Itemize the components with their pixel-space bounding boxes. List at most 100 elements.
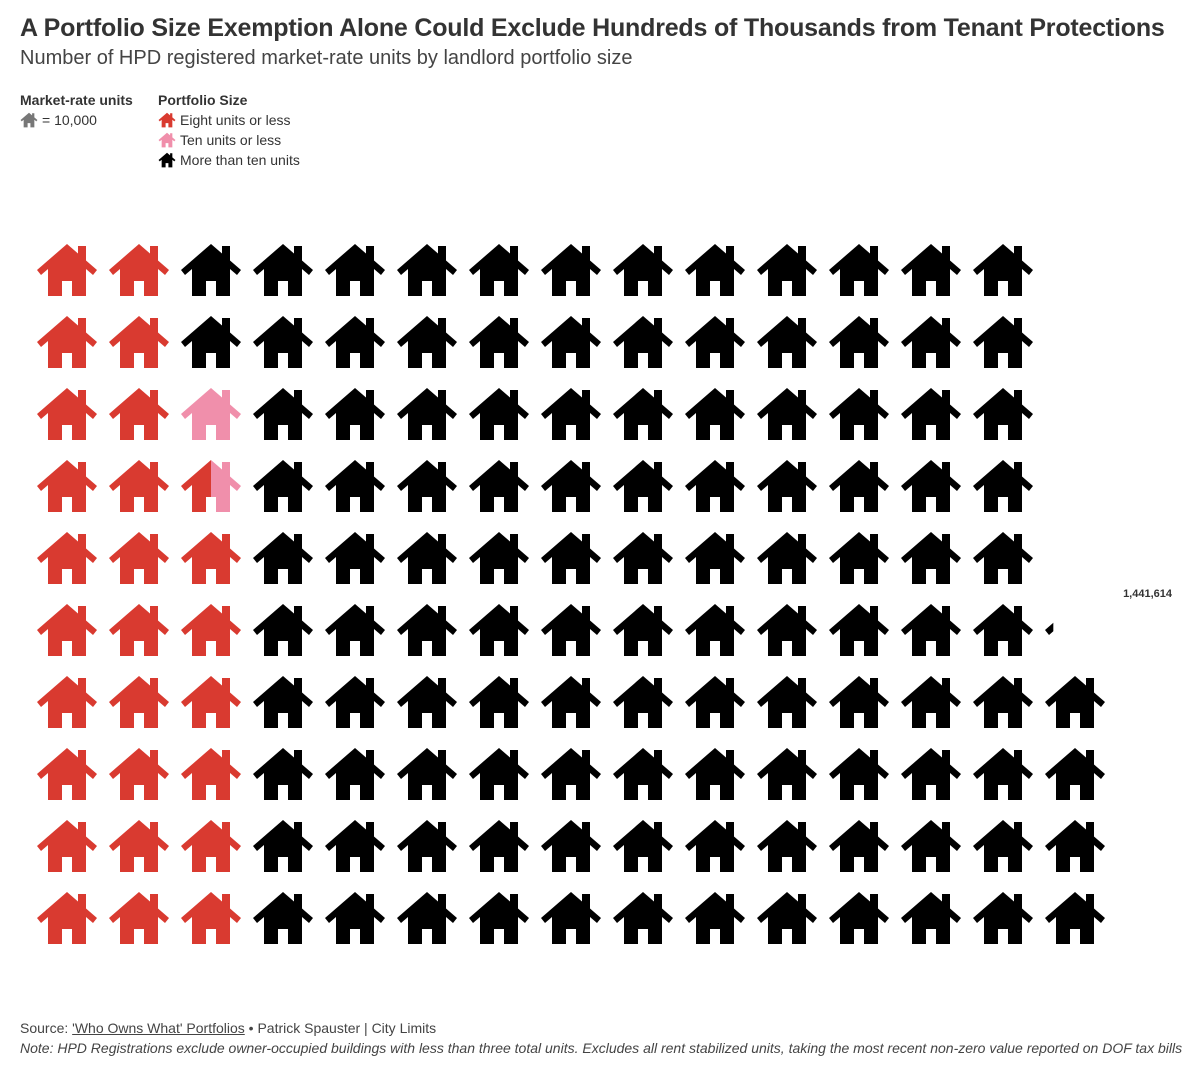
house-icon [685, 676, 745, 728]
house-icon-segment [613, 676, 673, 728]
house-icon [469, 460, 529, 512]
house-icon [181, 316, 241, 368]
house-icon [757, 604, 817, 656]
house-icon [397, 388, 457, 440]
house-icon-segment [973, 604, 1033, 656]
house-icon-segment [397, 676, 457, 728]
house-icon [469, 244, 529, 296]
house-icon [181, 748, 241, 800]
house-icon-segment [685, 748, 745, 800]
house-icon-segment [469, 676, 529, 728]
chart-title: A Portfolio Size Exemption Alone Could E… [20, 14, 1165, 42]
house-icon-segment [613, 892, 673, 944]
house-icon-segment [1045, 820, 1105, 872]
house-icon-segment [325, 820, 385, 872]
house-icon [37, 460, 97, 512]
house-icon [158, 132, 176, 148]
house-icon-segment [1045, 622, 1054, 635]
house-icon-segment [685, 316, 745, 368]
house-icon-segment [973, 748, 1033, 800]
house-icon [109, 892, 169, 944]
house-icon-segment [37, 388, 97, 440]
house-icon [901, 316, 961, 368]
house-icon-segment [253, 460, 313, 512]
house-icon-segment [829, 460, 889, 512]
house-icon-segment [1045, 676, 1105, 728]
house-icon-segment [829, 388, 889, 440]
house-icon [1045, 748, 1105, 800]
house-icon [613, 748, 673, 800]
house-icon [613, 532, 673, 584]
house-icon-segment [685, 892, 745, 944]
house-icon [901, 532, 961, 584]
house-icon [109, 748, 169, 800]
house-icon [397, 892, 457, 944]
house-icon [37, 388, 97, 440]
house-icon [37, 244, 97, 296]
house-icon [397, 676, 457, 728]
house-icon [613, 460, 673, 512]
house-icon-segment [397, 388, 457, 440]
legend-size-heading: Portfolio Size [158, 92, 248, 108]
house-icon-segment [325, 532, 385, 584]
house-icon [397, 316, 457, 368]
house-icon [109, 676, 169, 728]
house-icon-segment [757, 316, 817, 368]
legend-scale-row: = 10,000 [20, 110, 133, 130]
house-icon [325, 388, 385, 440]
house-icon-segment [397, 532, 457, 584]
house-icon [253, 604, 313, 656]
house-icon [37, 532, 97, 584]
house-icon [973, 244, 1033, 296]
source-link[interactable]: 'Who Owns What' Portfolios [72, 1020, 245, 1036]
house-icon-segment [109, 244, 169, 296]
house-icon [253, 748, 313, 800]
house-icon-segment [211, 460, 241, 512]
house-icon [757, 532, 817, 584]
house-icon-segment [109, 460, 169, 512]
house-icon-segment [541, 388, 601, 440]
legend-portfolio-size: Portfolio Size Eight units or less Ten u… [158, 90, 300, 170]
house-icon [541, 604, 601, 656]
pictogram-chart: 1,441,614 [37, 244, 1173, 944]
house-icon [109, 604, 169, 656]
house-icon-segment [181, 460, 211, 512]
house-icon-segment [181, 532, 241, 584]
house-icon [901, 244, 961, 296]
house-icon-segment [973, 316, 1033, 368]
house-icon-segment [541, 532, 601, 584]
house-icon-segment [109, 388, 169, 440]
house-icon-segment [181, 388, 241, 440]
legend-units: Market-rate units = 10,000 [20, 90, 133, 130]
house-icon-segment [541, 676, 601, 728]
house-icon-segment [253, 316, 313, 368]
house-icon [37, 892, 97, 944]
house-icon [325, 748, 385, 800]
house-icon [109, 388, 169, 440]
house-icon-segment [397, 820, 457, 872]
house-icon-segment [397, 244, 457, 296]
house-icon-segment [325, 316, 385, 368]
house-icon [397, 820, 457, 872]
house-icon-segment [253, 676, 313, 728]
house-icon [901, 820, 961, 872]
house-icon [181, 388, 241, 440]
house-icon [37, 604, 97, 656]
house-icon-segment [109, 604, 169, 656]
house-icon-segment [253, 244, 313, 296]
house-icon [253, 388, 313, 440]
house-icon-segment [757, 820, 817, 872]
house-icon-segment [469, 748, 529, 800]
house-icon-segment [325, 388, 385, 440]
house-icon [613, 676, 673, 728]
house-icon-segment [541, 244, 601, 296]
house-icon [541, 892, 601, 944]
house-icon-segment [397, 316, 457, 368]
house-icon [757, 388, 817, 440]
house-icon [973, 748, 1033, 800]
house-icon-segment [757, 748, 817, 800]
house-icon-segment [685, 604, 745, 656]
house-icon [613, 244, 673, 296]
house-icon-segment [37, 316, 97, 368]
house-icon [469, 748, 529, 800]
